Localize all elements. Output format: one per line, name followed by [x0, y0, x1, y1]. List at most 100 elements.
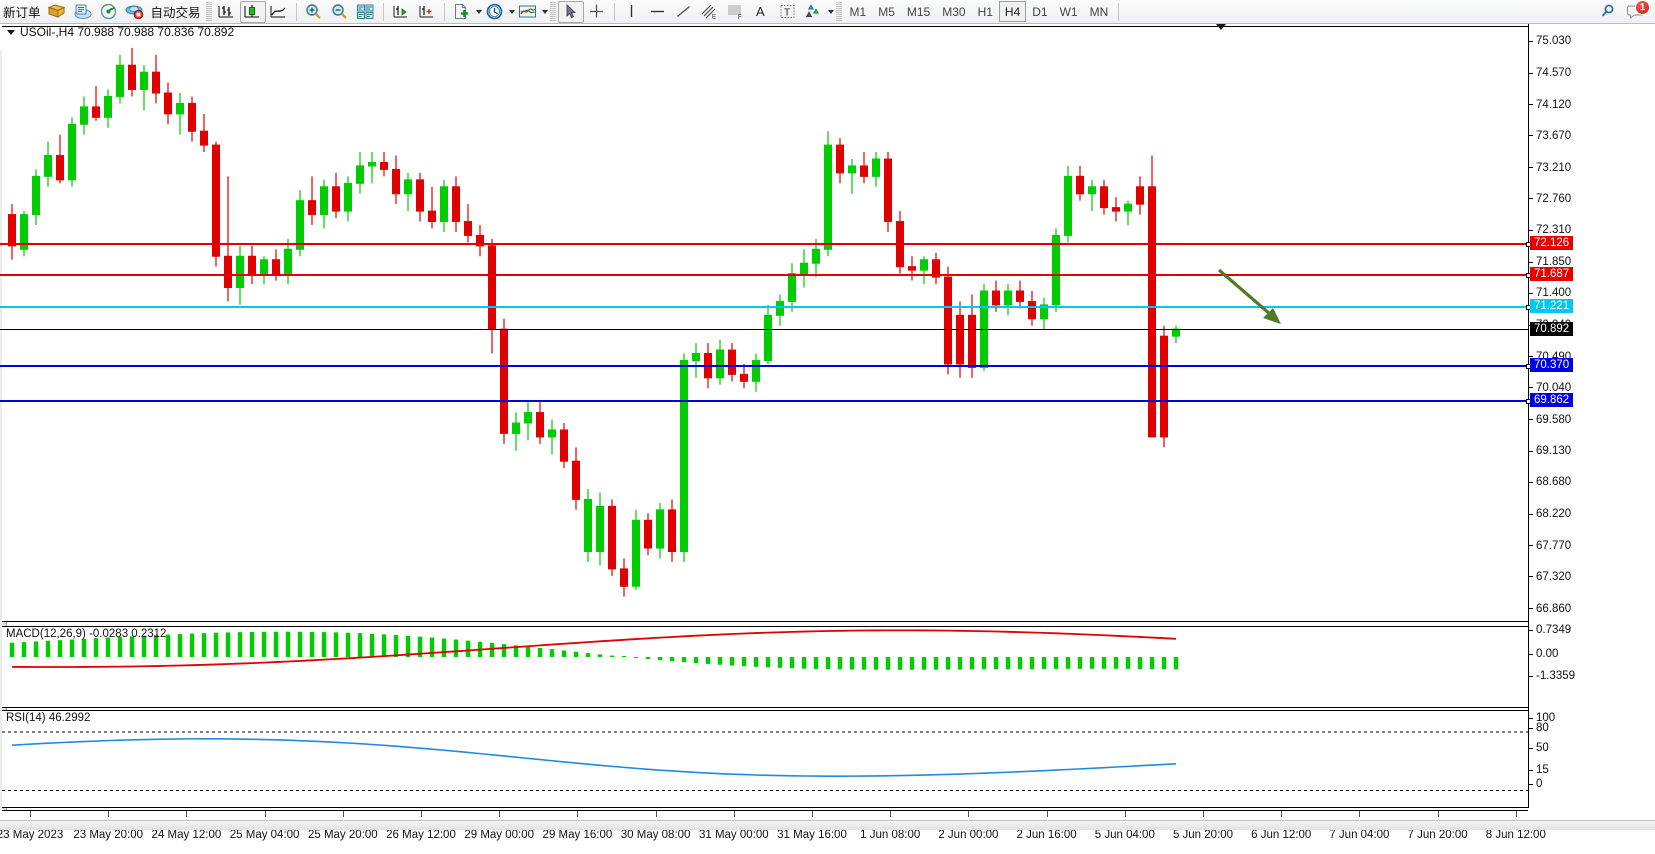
price-tick: 73.670 — [1529, 129, 1655, 143]
search-icon[interactable] — [1595, 1, 1621, 23]
price-tag-support-1[interactable]: 70.370 — [1530, 358, 1574, 373]
period-separator-icon[interactable] — [482, 1, 508, 23]
new-order-button[interactable]: 新订单 — [0, 1, 44, 23]
symbol-dropdown-icon[interactable] — [7, 30, 15, 35]
price-pane[interactable] — [2, 26, 1655, 622]
price-tag-resistance-2[interactable]: 71.687 — [1530, 266, 1574, 281]
price-line-level-cyan[interactable] — [0, 304, 1531, 310]
time-tick — [342, 811, 344, 817]
macd-label: MACD(12,26,9) -0.0283 0.2312 — [6, 628, 167, 640]
bar-chart-icon[interactable] — [214, 1, 240, 23]
price-tick-label: 72.310 — [1536, 224, 1572, 237]
toolbar-grip-3[interactable] — [835, 1, 842, 22]
timeframe-d1[interactable]: D1 — [1032, 4, 1048, 19]
chart-top-marker-icon — [1216, 24, 1226, 30]
time-tick — [1124, 811, 1126, 817]
price-tick: 70.040 — [1529, 381, 1655, 395]
toolbar-right-group: 1 — [1595, 0, 1655, 23]
price-tick-label: 68.680 — [1536, 476, 1572, 489]
macd-pane[interactable] — [2, 626, 1655, 708]
timeframe-mn[interactable]: MN — [1089, 4, 1109, 19]
timeframe-m1[interactable]: M1 — [849, 4, 867, 19]
toolbar-grip-2[interactable] — [549, 1, 556, 22]
time-axis-label: 1 Jun 08:00 — [860, 829, 921, 841]
time-axis-label: 5 Jun 04:00 — [1094, 829, 1155, 841]
time-axis-label: 2 Jun 00:00 — [938, 829, 999, 841]
zoom-in-icon[interactable] — [301, 1, 327, 23]
line-chart-icon[interactable] — [266, 1, 292, 23]
price-axis[interactable]: 75.030 74.570 74.120 73.670 73.210 72.760 72.3… — [1528, 24, 1655, 808]
price-tag-last-price[interactable]: 70.892 — [1530, 321, 1574, 336]
rsi-tick: 15 — [1529, 763, 1655, 777]
text-label-icon[interactable]: A — [749, 1, 775, 23]
crosshair-toggle-icon[interactable] — [414, 1, 440, 23]
time-tick — [421, 811, 422, 817]
timeframe-h1[interactable]: H1 — [977, 4, 993, 19]
price-line-last-price[interactable] — [0, 328, 1528, 330]
crosshair-icon[interactable] — [584, 1, 610, 23]
time-axis-label: 24 May 12:00 — [151, 829, 222, 841]
autotrading-button[interactable]: 自动交易 — [148, 1, 204, 23]
rsi-tick: 100 — [1529, 711, 1655, 725]
macd-tick: 0.7349 — [1529, 623, 1655, 637]
time-tick — [1437, 811, 1439, 817]
price-candles — [8, 47, 1180, 597]
time-tick — [186, 811, 188, 817]
hline-icon[interactable] — [645, 1, 671, 23]
tile-windows-icon[interactable] — [353, 1, 379, 23]
timeframe-m30[interactable]: M30 — [942, 4, 966, 19]
timeframe-m5[interactable]: M5 — [878, 4, 895, 19]
cursor-icon[interactable] — [557, 0, 584, 23]
zoom-out-icon[interactable] — [327, 1, 353, 23]
svg-text:F: F — [738, 15, 742, 20]
new-template-caret-icon[interactable] — [475, 9, 482, 14]
price-tick: 75.030 — [1529, 34, 1655, 48]
price-tick: 74.120 — [1529, 98, 1655, 112]
price-tag-level-cyan[interactable]: 71.221 — [1530, 298, 1574, 313]
time-tick — [655, 811, 657, 817]
price-tick-label: 74.570 — [1536, 67, 1572, 80]
equidistant-channel-icon[interactable]: E — [697, 1, 723, 23]
fibonacci-icon[interactable]: F — [723, 1, 749, 23]
text-box-icon[interactable]: T — [775, 1, 801, 23]
folder-icon[interactable] — [44, 1, 70, 23]
shapes-caret-icon[interactable] — [827, 9, 834, 14]
price-line-resistance-2[interactable] — [0, 272, 1531, 278]
alerts-icon[interactable]: 1 — [1627, 0, 1650, 22]
autotrading-icon[interactable] — [122, 1, 148, 23]
price-tick: 68.680 — [1529, 475, 1655, 489]
time-tick — [30, 811, 31, 817]
period-caret-icon[interactable] — [508, 9, 515, 14]
price-tick-label: 73.670 — [1536, 129, 1572, 142]
price-line-support-1[interactable] — [0, 364, 1531, 370]
rsi-pane[interactable] — [2, 710, 1655, 808]
new-template-icon[interactable] — [449, 1, 475, 23]
time-tick — [890, 811, 892, 817]
timeframe-w1[interactable]: W1 — [1059, 4, 1078, 19]
horizontal-scrollbar[interactable] — [0, 820, 1655, 830]
indicators-caret-icon[interactable] — [541, 9, 548, 14]
candlestick-icon[interactable] — [239, 0, 266, 23]
shapes-icon[interactable] — [801, 1, 827, 23]
timeframe-m15[interactable]: M15 — [906, 4, 931, 19]
open-chart-icon[interactable] — [70, 1, 96, 23]
indicator-list-icon[interactable] — [388, 1, 414, 23]
vline-icon[interactable] — [619, 1, 645, 23]
rsi-tick: 50 — [1529, 741, 1655, 755]
time-tick — [264, 811, 266, 817]
trendline-icon[interactable] — [671, 1, 697, 23]
indicators-icon[interactable] — [515, 1, 541, 23]
new-order-label: 新订单 — [3, 6, 41, 20]
timeframe-h4[interactable]: H4 — [998, 1, 1027, 22]
time-axis[interactable]: 23 May 2023 23 May 20:00 24 May 12:00 25 Ma… — [0, 810, 1546, 854]
signals-icon[interactable] — [96, 1, 122, 23]
price-tag-resistance-1[interactable]: 72.126 — [1530, 236, 1574, 251]
price-line-support-2[interactable] — [0, 399, 1531, 405]
time-tick — [812, 811, 813, 817]
chart-container[interactable]: USOil-,H4 70.988 70.988 70.836 70.892 MA… — [0, 24, 1655, 854]
time-tick — [968, 811, 970, 817]
toolbar-grip-1[interactable] — [205, 1, 212, 22]
price-line-resistance-1[interactable] — [0, 242, 1531, 248]
price-tick-label: 71.850 — [1536, 256, 1572, 269]
price-tag-support-2[interactable]: 69.862 — [1530, 393, 1574, 408]
